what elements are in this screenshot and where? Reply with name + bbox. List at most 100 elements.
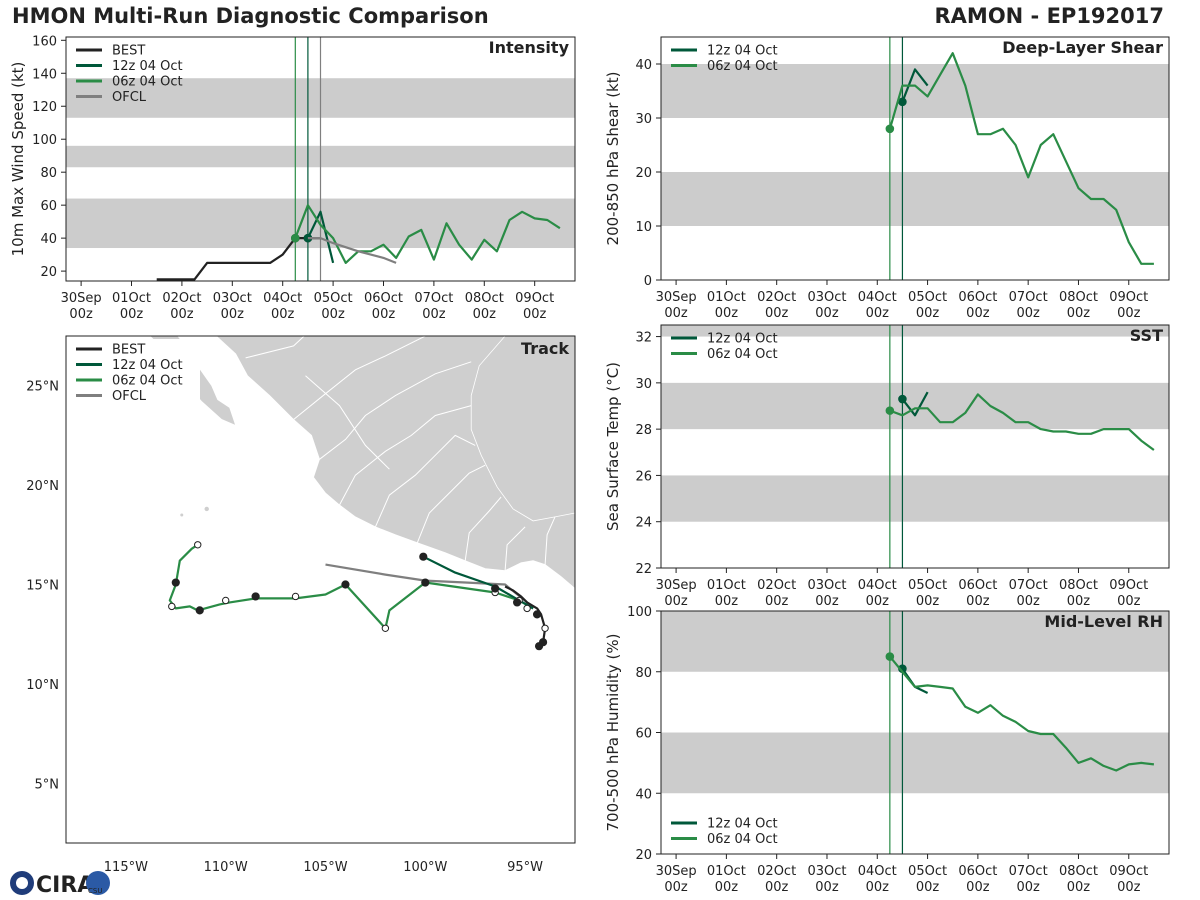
rh-band-1: [661, 611, 1169, 672]
shear-xtick-date-1: 01Oct: [707, 290, 746, 305]
sst-legend-label-0: 12z 04 Oct: [707, 332, 778, 347]
state-border-0: [245, 336, 305, 359]
shear-ytick-label-3: 30: [635, 112, 652, 127]
intensity-frame: [65, 36, 576, 282]
shear-xtick-date-4: 04Oct: [858, 290, 897, 305]
state-border-8: [544, 516, 556, 565]
sst-ytick-label-1: 24: [635, 516, 652, 531]
sst-xtick-date-4: 04Oct: [858, 578, 897, 593]
shear-legend-label-1: 06z 04 Oct: [707, 59, 778, 74]
sst-xtick-hour-2: 00z: [765, 594, 789, 609]
rh-xtick-date-7: 07Oct: [1009, 864, 1048, 879]
rh-xtick-date-5: 05Oct: [908, 864, 947, 879]
rh-legend-label-0: 12z 04 Oct: [707, 817, 778, 832]
rh-xtick-hour-9: 00z: [1117, 880, 1141, 895]
track-xtick-label-0: 115°W: [104, 860, 148, 875]
shear-ytick-label-0: 0: [644, 274, 652, 289]
shear-xtick-date-9: 09Oct: [1109, 290, 1148, 305]
rh-xtick-hour-1: 00z: [715, 880, 739, 895]
shear-panel: 01020304030Sep00z01Oct00z02Oct00z03Oct00…: [604, 36, 1170, 321]
rh-xtick-hour-4: 00z: [866, 880, 890, 895]
sst-xtick-date-9: 09Oct: [1109, 578, 1148, 593]
rh-xtick-hour-7: 00z: [1016, 880, 1040, 895]
intensity-xtick-hour-9: 00z: [523, 307, 547, 322]
storm-name: RAMON - EP192017: [934, 4, 1165, 28]
sst-ytick-label-2: 26: [635, 469, 652, 484]
intensity-point-run06-0: [291, 233, 300, 243]
rh-ytick-label-4: 100: [627, 605, 652, 620]
rh-xtick-date-9: 09Oct: [1109, 864, 1148, 879]
intensity-xtick-date-0: 30Sep: [61, 291, 102, 306]
land-island-1: [180, 513, 184, 517]
intensity-ytick-label-6: 140: [32, 67, 57, 82]
shear-series-run12: [901, 68, 929, 103]
intensity-xtick-hour-7: 00z: [422, 307, 446, 322]
track-xtick-label-3: 100°W: [403, 860, 447, 875]
sst-ytick-label-4: 30: [635, 377, 652, 392]
track-point-run06-10: [171, 578, 180, 587]
state-border-2: [319, 361, 472, 460]
state-border-3: [339, 405, 472, 506]
track-point-run06-3: [381, 624, 390, 632]
track-point-best-5: [513, 598, 522, 607]
sst-xtick-hour-7: 00z: [1016, 594, 1040, 609]
intensity-xtick-date-9: 09Oct: [515, 291, 554, 306]
rh-legend-label-1: 06z 04 Oct: [707, 832, 778, 847]
intensity-ytick-label-7: 160: [32, 34, 57, 49]
rh-xtick-hour-2: 00z: [765, 880, 789, 895]
track-series-group: [168, 541, 549, 651]
track-point-run12-1: [419, 552, 428, 561]
shear-xtick-date-6: 06Oct: [958, 290, 997, 305]
rh-xtick-date-8: 08Oct: [1059, 864, 1098, 879]
rh-xtick-date-4: 04Oct: [858, 864, 897, 879]
intensity-legend-label-3: OFCL: [112, 90, 147, 105]
rh-xtick-hour-6: 00z: [966, 880, 990, 895]
intensity-xtick-date-2: 02Oct: [162, 291, 201, 306]
track-point-run06-7: [221, 596, 230, 605]
track-point-run06-5: [291, 592, 300, 601]
rh-xtick-hour-3: 00z: [815, 880, 839, 895]
intensity-xtick-hour-6: 00z: [372, 307, 396, 322]
rh-xtick-date-2: 02Oct: [757, 864, 796, 879]
sst-xtick-hour-6: 00z: [966, 594, 990, 609]
state-border-1: [293, 336, 426, 420]
rh-band-0: [661, 732, 1169, 794]
sst-frame: [660, 324, 1170, 569]
track-line-run12: [422, 555, 534, 610]
track-line-run06: [168, 543, 534, 630]
shear-xtick-hour-9: 00z: [1117, 306, 1141, 321]
intensity-series-ofcl: [307, 237, 397, 264]
sst-xtick-date-0: 30Sep: [656, 578, 697, 593]
shear-xtick-hour-2: 00z: [765, 306, 789, 321]
track-ytick-label-1: 10°N: [26, 678, 59, 693]
shear-xtick-date-8: 08Oct: [1059, 290, 1098, 305]
state-border-4: [374, 434, 476, 528]
intensity-xtick-hour-5: 00z: [321, 307, 345, 322]
track-point-run06-2: [421, 578, 430, 587]
state-border-10: [305, 375, 390, 470]
shear-series-run06: [888, 52, 1154, 265]
land-mexico: [66, 336, 575, 590]
intensity-legend-label-0: BEST: [112, 44, 145, 59]
track-point-best-1: [538, 638, 548, 647]
intensity-legend-label-2: 06z 04 Oct: [112, 75, 183, 90]
rh-ylabel: 700-500 hPa Humidity (%): [604, 633, 622, 831]
sst-xtick-hour-4: 00z: [866, 594, 890, 609]
intensity-xtick-date-8: 08Oct: [465, 291, 504, 306]
shear-point-run12-0: [898, 97, 907, 107]
sst-ytick-label-5: 32: [635, 331, 652, 346]
track-legend-label-2: 06z 04 Oct: [112, 374, 183, 389]
track-legend-label-0: BEST: [112, 343, 145, 358]
state-border-5: [416, 464, 486, 543]
track-point-best-4: [523, 604, 531, 613]
sst-xtick-date-2: 02Oct: [757, 578, 796, 593]
track-point-run06-9: [168, 602, 176, 611]
sst-xtick-hour-3: 00z: [815, 594, 839, 609]
rh-frame: [660, 610, 1170, 855]
sst-xtick-date-1: 01Oct: [707, 578, 746, 593]
shear-band-1: [661, 64, 1169, 118]
shear-xtick-hour-7: 00z: [1016, 306, 1040, 321]
track-point-run12-0: [491, 584, 500, 593]
page-title: HMON Multi-Run Diagnostic Comparison: [12, 4, 489, 28]
